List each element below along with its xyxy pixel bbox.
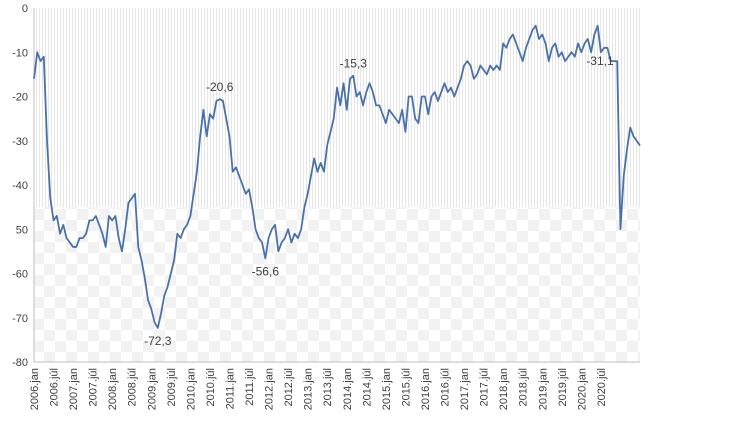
x-tick-label: 2018.júl <box>518 368 530 407</box>
x-tick-label: 2010.jan <box>185 368 197 410</box>
y-tick-label: 0 <box>22 3 28 15</box>
x-tick-label: 2019.jan <box>537 368 549 410</box>
x-tick-label: 2015.jan <box>381 368 393 410</box>
x-tick-label: 2018.jan <box>498 368 510 410</box>
x-tick-label: 2016.jan <box>420 368 432 410</box>
x-tick-label: 2010.júl <box>205 368 217 407</box>
data-label: -20,6 <box>206 80 234 94</box>
x-tick-label: 2014.jan <box>342 368 354 410</box>
x-tick-label: 2007.júl <box>88 368 100 407</box>
plot-area-upper <box>34 8 640 208</box>
plot-area-lower <box>34 207 640 362</box>
y-tick-label: -60 <box>12 269 28 281</box>
x-tick-label: 2017.júl <box>479 368 491 407</box>
x-tick-label: 2013.júl <box>322 368 334 407</box>
y-tick-label: -40 <box>12 180 28 192</box>
x-tick-label: 2008.jan <box>107 368 119 410</box>
x-tick-label: 2014.júl <box>361 368 373 407</box>
x-tick-label: 2012.jan <box>264 368 276 410</box>
series-line-index <box>33 24 641 329</box>
x-tick-label: 2009.jan <box>146 368 158 410</box>
x-tick-label: 2007.jan <box>68 368 80 410</box>
x-tick-label: 2006.jan <box>29 368 41 410</box>
data-label: -72,3 <box>144 334 172 348</box>
x-tick-label: 2019.júl <box>557 368 569 407</box>
y-tick-label: -10 <box>12 47 28 59</box>
x-tick-label: 2011.júl <box>244 368 256 406</box>
data-label: -15,3 <box>340 57 368 71</box>
data-label: -31,1 <box>586 54 614 68</box>
x-tick-label: 2006.júl <box>49 368 61 407</box>
x-tick-label: 2015.júl <box>400 368 412 407</box>
plot-background <box>34 8 640 362</box>
x-tick-label: 2016.júl <box>440 368 452 407</box>
data-labels: -72,3 -20,6 -56,6 -15,3 -31,1 <box>144 54 614 348</box>
x-tick-label: 2011.jan <box>225 368 237 409</box>
x-tick-label: 2013.jan <box>303 368 315 410</box>
x-tick-label: 2020.jan <box>576 368 588 410</box>
x-tick-label: 2009.júl <box>166 368 178 407</box>
series-layer <box>33 24 641 329</box>
data-label: -56,6 <box>252 264 280 278</box>
y-tick-label: -80 <box>12 357 28 369</box>
x-tick-label: 2008.júl <box>127 368 139 407</box>
y-tick-label: -70 <box>12 313 28 325</box>
y-tick-label: -30 <box>12 136 28 148</box>
x-tick-label: 2017.jan <box>459 368 471 410</box>
y-tick-label: 50 <box>16 224 28 236</box>
y-tick-label: -20 <box>12 92 28 104</box>
x-tick-label: 2012.júl <box>283 368 295 407</box>
x-tick-label: 2020.júl <box>596 368 608 407</box>
